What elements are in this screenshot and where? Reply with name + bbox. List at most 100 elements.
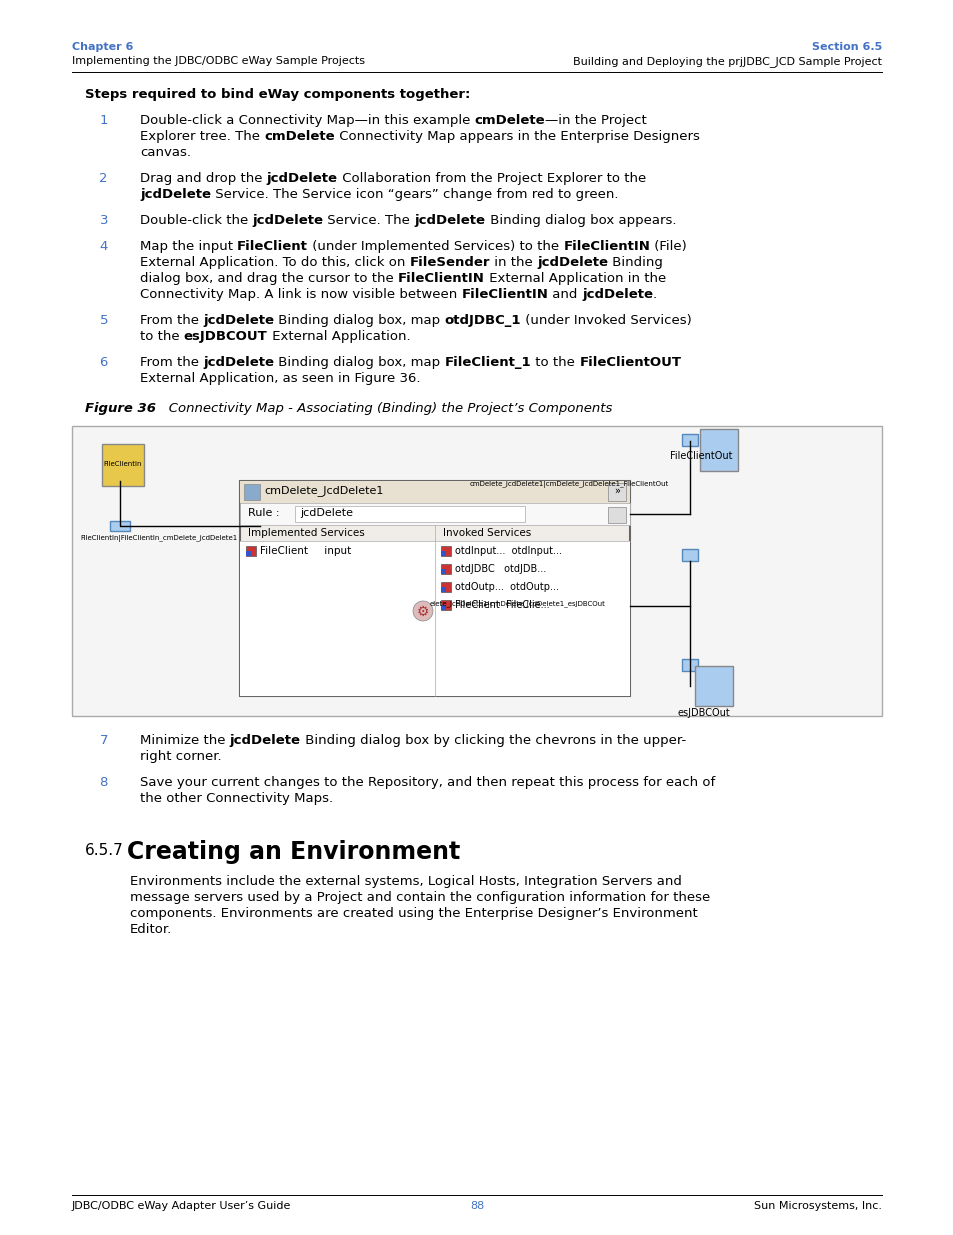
Bar <box>240 480 629 697</box>
Text: Steps required to bind eWay components together:: Steps required to bind eWay components t… <box>85 88 470 101</box>
Text: 2: 2 <box>99 172 108 185</box>
Bar <box>695 666 732 706</box>
Bar <box>681 659 698 671</box>
Text: FileClientIn|FileClientIn_cmDelete_jcdDelete1: FileClientIn|FileClientIn_cmDelete_jcdDe… <box>80 535 237 542</box>
Text: Binding dialog box, map: Binding dialog box, map <box>274 314 444 327</box>
Circle shape <box>413 601 433 621</box>
Text: Connectivity Map. A link is now visible between: Connectivity Map. A link is now visible … <box>140 288 461 301</box>
Text: Invoked Services: Invoked Services <box>442 529 531 538</box>
Bar <box>240 541 435 697</box>
Text: FileSender: FileSender <box>409 256 490 269</box>
Text: Chapter 6: Chapter 6 <box>71 42 133 52</box>
Text: From the: From the <box>140 356 203 369</box>
Text: FileClientOUT: FileClientOUT <box>578 356 680 369</box>
Text: Binding dialog box appears.: Binding dialog box appears. <box>485 214 676 227</box>
Text: esJDBCOut: esJDBCOut <box>678 708 730 718</box>
Text: Collaboration from the Project Explorer to the: Collaboration from the Project Explorer … <box>337 172 645 185</box>
Text: External Application.: External Application. <box>268 330 410 343</box>
Text: esJDBCOUT: esJDBCOUT <box>184 330 268 343</box>
Text: jcdDelete: jcdDelete <box>253 214 323 227</box>
Text: 1: 1 <box>99 114 108 127</box>
Text: cmDelete: cmDelete <box>475 114 545 127</box>
Text: —in the Project: —in the Project <box>545 114 646 127</box>
Text: External Application in the: External Application in the <box>484 272 665 285</box>
Bar <box>244 484 260 500</box>
Text: FileClientIn: FileClientIn <box>104 461 142 467</box>
Text: jcdDelete: jcdDelete <box>581 288 652 301</box>
Text: and: and <box>548 288 581 301</box>
Text: 4: 4 <box>99 240 108 253</box>
Text: 88: 88 <box>470 1200 483 1212</box>
Text: to the: to the <box>140 330 184 343</box>
Text: Implemented Services: Implemented Services <box>248 529 364 538</box>
Bar <box>681 550 698 561</box>
Bar <box>440 569 446 574</box>
Text: FileClientIN: FileClientIN <box>397 272 484 285</box>
Text: Building and Deploying the prjJDBC_JCD Sample Project: Building and Deploying the prjJDBC_JCD S… <box>573 56 882 67</box>
Text: canvas.: canvas. <box>140 146 191 159</box>
Bar <box>440 564 451 574</box>
Text: Section 6.5: Section 6.5 <box>811 42 882 52</box>
Bar <box>110 521 130 531</box>
Text: jcdDelete: jcdDelete <box>203 356 274 369</box>
Text: cmDelete_jcdDelete1|cmDelete_jcdDelete1_FileClientOut: cmDelete_jcdDelete1|cmDelete_jcdDelete1_… <box>470 480 669 488</box>
Text: ⚙: ⚙ <box>416 605 429 619</box>
Text: otdInput...  otdInput...: otdInput... otdInput... <box>455 546 561 556</box>
Text: JDBC/ODBC eWay Adapter User’s Guide: JDBC/ODBC eWay Adapter User’s Guide <box>71 1200 291 1212</box>
Text: Binding dialog box, map: Binding dialog box, map <box>274 356 444 369</box>
Text: Connectivity Map appears in the Enterprise Designers: Connectivity Map appears in the Enterpri… <box>335 130 699 143</box>
Text: Figure 36: Figure 36 <box>85 403 156 415</box>
Text: External Application. To do this, click on: External Application. To do this, click … <box>140 256 409 269</box>
Bar <box>240 503 629 525</box>
Text: jcdDelete: jcdDelete <box>203 314 274 327</box>
Bar <box>681 433 698 446</box>
Bar <box>240 480 629 503</box>
Text: Editor.: Editor. <box>130 923 172 936</box>
Bar <box>440 582 451 592</box>
Bar <box>440 551 446 556</box>
Text: Double-click a Connectivity Map—in this example: Double-click a Connectivity Map—in this … <box>140 114 475 127</box>
Text: dialog box, and drag the cursor to the: dialog box, and drag the cursor to the <box>140 272 397 285</box>
Text: »: » <box>614 487 619 496</box>
Text: From the: From the <box>140 314 203 327</box>
Text: Map the input: Map the input <box>140 240 237 253</box>
Text: jcdDelete: jcdDelete <box>230 734 300 747</box>
Text: (under Implemented Services) to the: (under Implemented Services) to the <box>308 240 563 253</box>
Text: 3: 3 <box>99 214 108 227</box>
Text: jcdDelete: jcdDelete <box>267 172 337 185</box>
Text: FileClient  FileClie...: FileClient FileClie... <box>455 600 549 610</box>
Text: otdJDBC_1: otdJDBC_1 <box>444 314 520 327</box>
Text: FileClient: FileClient <box>237 240 308 253</box>
Text: Drag and drop the: Drag and drop the <box>140 172 267 185</box>
Text: the other Connectivity Maps.: the other Connectivity Maps. <box>140 792 333 805</box>
Text: Rule :: Rule : <box>248 508 279 517</box>
Text: components. Environments are created using the Enterprise Designer’s Environment: components. Environments are created usi… <box>130 906 697 920</box>
Text: right corner.: right corner. <box>140 750 221 763</box>
Text: message servers used by a Project and contain the configuration information for : message servers used by a Project and co… <box>130 890 709 904</box>
Bar <box>440 605 446 610</box>
Text: Implementing the JDBC/ODBC eWay Sample Projects: Implementing the JDBC/ODBC eWay Sample P… <box>71 56 365 65</box>
Text: Save your current changes to the Repository, and then repeat this process for ea: Save your current changes to the Reposit… <box>140 776 715 789</box>
Bar <box>607 508 625 522</box>
Bar <box>246 546 255 556</box>
Text: Double-click the: Double-click the <box>140 214 253 227</box>
Text: 8: 8 <box>99 776 108 789</box>
Text: otdOutp...  otdOutp...: otdOutp... otdOutp... <box>455 582 558 592</box>
Text: Creating an Environment: Creating an Environment <box>127 840 459 864</box>
Text: FileClient_1: FileClient_1 <box>444 356 531 369</box>
Text: 7: 7 <box>99 734 108 747</box>
Text: FileClientIN: FileClientIN <box>563 240 650 253</box>
Bar <box>700 429 738 471</box>
Bar <box>102 445 144 487</box>
Text: jcdDelete: jcdDelete <box>299 508 353 517</box>
Bar <box>435 541 629 697</box>
Text: Service. The: Service. The <box>323 214 415 227</box>
Text: cmDelete_JcdDelete1: cmDelete_JcdDelete1 <box>264 485 383 496</box>
Text: otdJDBC   otdJDB...: otdJDBC otdJDB... <box>455 564 546 574</box>
Text: Minimize the: Minimize the <box>140 734 230 747</box>
Text: FileClientOut: FileClientOut <box>669 451 732 461</box>
Text: to the: to the <box>531 356 578 369</box>
Text: (File): (File) <box>650 240 686 253</box>
Text: jcdDelete: jcdDelete <box>415 214 485 227</box>
Text: Sun Microsystems, Inc.: Sun Microsystems, Inc. <box>753 1200 882 1212</box>
